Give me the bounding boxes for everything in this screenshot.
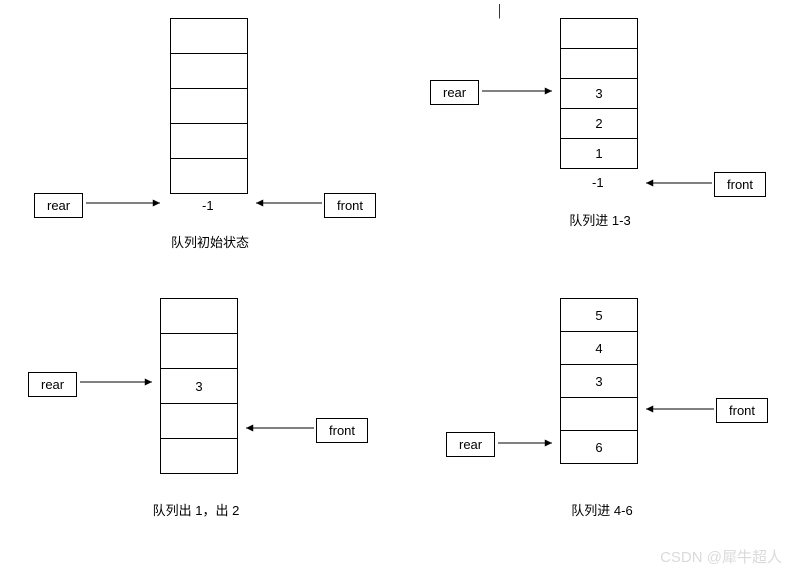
front-label-box: front bbox=[716, 398, 768, 423]
queue-cell bbox=[561, 19, 637, 49]
queue-cell: 5 bbox=[561, 299, 637, 332]
queue-cell bbox=[171, 159, 247, 194]
rear-label-box: rear bbox=[34, 193, 83, 218]
queue-cell bbox=[171, 19, 247, 54]
queue-cell: 3 bbox=[161, 369, 237, 404]
queue-cell bbox=[161, 439, 237, 474]
panel-caption: 队列初始状态 bbox=[110, 232, 310, 251]
queue-cell bbox=[171, 124, 247, 159]
queue-cell bbox=[561, 49, 637, 79]
queue-cell bbox=[171, 54, 247, 89]
queue-stack: 3 bbox=[160, 298, 238, 474]
queue-stack: 321 bbox=[560, 18, 638, 169]
below-index-label: -1 bbox=[592, 175, 604, 190]
rear-arrow bbox=[78, 195, 168, 211]
panel-p4: 543 6 rear front 队列进 4-6 bbox=[420, 290, 800, 570]
panel-caption: 队列进 4-6 bbox=[502, 500, 702, 519]
queue-cell: 1 bbox=[561, 139, 637, 169]
panel-p3: 3 rear front 队列出 1，出 2 bbox=[10, 290, 400, 550]
queue-cell bbox=[171, 89, 247, 124]
queue-cell: 6 bbox=[561, 431, 637, 464]
rear-label-box: rear bbox=[446, 432, 495, 457]
queue-cell: 3 bbox=[561, 365, 637, 398]
queue-stack bbox=[170, 18, 248, 194]
queue-cell: 4 bbox=[561, 332, 637, 365]
front-arrow bbox=[638, 401, 722, 417]
rear-arrow bbox=[474, 83, 560, 99]
queue-stack: 543 6 bbox=[560, 298, 638, 464]
rear-label-box: rear bbox=[28, 372, 77, 397]
queue-cell bbox=[161, 404, 237, 439]
front-label-box: front bbox=[324, 193, 376, 218]
queue-cell bbox=[161, 334, 237, 369]
below-index-label: -1 bbox=[202, 198, 214, 213]
front-label-box: front bbox=[714, 172, 766, 197]
front-arrow bbox=[238, 420, 322, 436]
front-arrow bbox=[248, 195, 330, 211]
panel-caption: 队列出 1，出 2 bbox=[96, 500, 296, 519]
queue-cell bbox=[161, 299, 237, 334]
queue-cell bbox=[561, 398, 637, 431]
rear-arrow bbox=[72, 374, 160, 390]
panel-p2: 321 -1 rear front 队列进 1-3 bbox=[420, 10, 800, 250]
panel-caption: 队列进 1-3 bbox=[500, 210, 700, 229]
panel-p1: -1 rear front 队列初始状态 bbox=[10, 10, 400, 250]
queue-cell: 3 bbox=[561, 79, 637, 109]
front-arrow bbox=[638, 175, 720, 191]
rear-label-box: rear bbox=[430, 80, 479, 105]
rear-arrow bbox=[490, 435, 560, 451]
front-label-box: front bbox=[316, 418, 368, 443]
queue-cell: 2 bbox=[561, 109, 637, 139]
